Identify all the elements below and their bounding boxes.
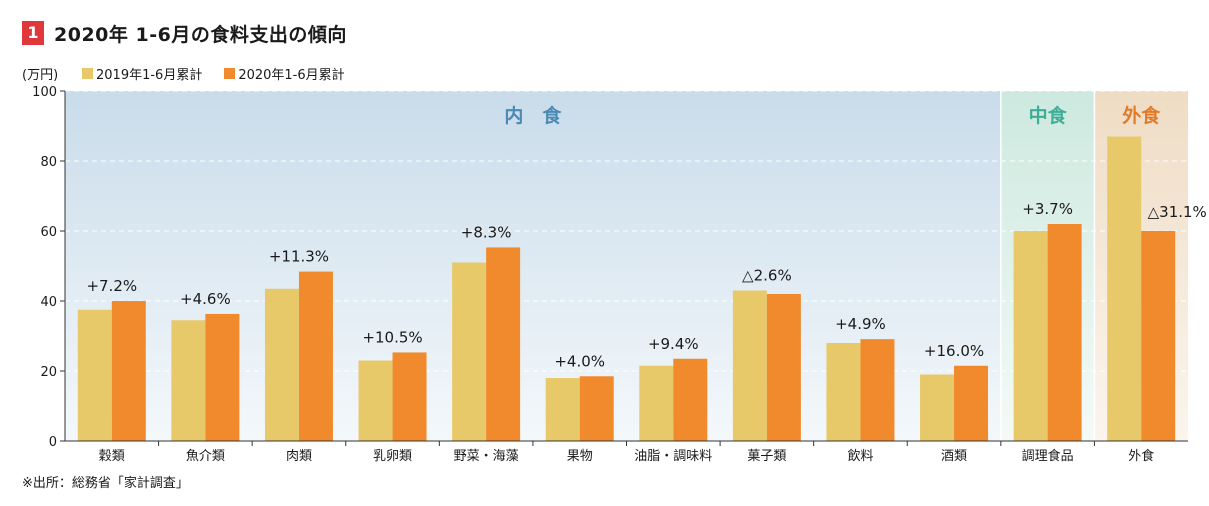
x-category-label: 乳卵類 (373, 449, 412, 464)
data-label: +4.0% (554, 352, 605, 370)
x-category-label: 菓子類 (747, 449, 786, 464)
chart-title: 1 2020年 1-6月の食料支出の傾向 (22, 20, 347, 46)
data-label: △31.1% (1148, 203, 1207, 221)
title-number-badge: 1 (22, 21, 44, 45)
y-tick-label: 0 (49, 435, 57, 450)
bar-2020-7 (766, 294, 801, 441)
y-tick-label: 80 (40, 155, 57, 170)
bar-2019-0 (77, 309, 112, 441)
bar-2019-11 (1107, 136, 1142, 441)
region-label-2: 外食 (1122, 104, 1161, 127)
data-label: +4.9% (835, 315, 886, 333)
data-label: +9.4% (648, 335, 699, 353)
region-label-1: 中食 (1029, 104, 1068, 127)
legend: 2019年1-6月累計 2020年1-6月累計 (82, 64, 367, 83)
bar-2019-10 (1013, 231, 1048, 441)
bar-2019-8 (826, 343, 861, 441)
data-label: +10.5% (362, 328, 422, 346)
x-category-label: 魚介類 (186, 449, 225, 464)
legend-swatch-2019 (82, 68, 93, 79)
x-category-label: 肉類 (286, 449, 312, 464)
data-label: +3.7% (1022, 200, 1073, 218)
bar-2019-9 (920, 374, 955, 441)
bar-2020-1 (205, 313, 240, 441)
x-category-label: 果物 (567, 449, 593, 464)
bar-2019-1 (171, 320, 206, 441)
bar-2020-0 (111, 301, 146, 441)
y-tick-label: 100 (32, 85, 57, 100)
bar-2020-2 (298, 271, 333, 441)
legend-item-2019: 2019年1-6月累計 (82, 64, 202, 83)
bar-2019-2 (264, 288, 299, 441)
source-note: ※出所：総務省「家計調査」 (22, 476, 189, 491)
x-category-label: 外食 (1128, 448, 1154, 464)
data-label: △2.6% (742, 267, 792, 285)
data-label: +7.2% (86, 277, 137, 295)
data-label: +8.3% (461, 223, 512, 241)
bar-2019-6 (639, 365, 674, 441)
bar-2019-4 (452, 262, 487, 441)
y-tick-label: 60 (40, 225, 57, 240)
legend-label-2019: 2019年1-6月累計 (96, 68, 203, 83)
region-label-0: 内 食 (504, 104, 562, 127)
bar-chart: 内 食中食 外食 020406080100穀類 魚介類 肉類 乳卵類 野菜・海藻 果物 油脂・… (32, 85, 1207, 464)
legend-item-2020: 2020年1-6月累計 (224, 64, 345, 83)
legend-label-2020: 2020年1-6月累計 (238, 68, 345, 83)
bar-2020-6 (673, 358, 708, 441)
data-label: +4.6% (180, 290, 231, 308)
x-category-label: 穀類 (99, 449, 125, 464)
bar-2020-10 (1047, 224, 1082, 441)
x-category-label: 油脂・調味料 (634, 449, 712, 464)
bar-2020-3 (392, 352, 427, 441)
bar-2019-5 (545, 378, 580, 441)
y-axis-unit: (万円) (22, 68, 59, 83)
bar-2019-3 (358, 360, 393, 441)
x-category-label: 野菜・海藻 (454, 449, 519, 464)
bar-2019-7 (732, 290, 767, 441)
title-text: 2020年 1-6月の食料支出の傾向 (54, 23, 347, 46)
bar-2020-5 (579, 376, 614, 441)
bar-2020-9 (954, 365, 989, 441)
data-label: +16.0% (924, 342, 984, 360)
x-category-label: 酒類 (941, 449, 967, 464)
y-tick-label: 20 (40, 365, 57, 380)
y-tick-label: 40 (40, 295, 57, 310)
x-category-label: 飲料 (847, 448, 873, 464)
data-label: +11.3% (269, 248, 329, 266)
bar-2020-11 (1141, 231, 1176, 441)
bar-2020-4 (486, 247, 521, 441)
bar-2020-8 (860, 339, 895, 441)
legend-swatch-2020 (224, 68, 236, 79)
x-category-label: 調理食品 (1022, 448, 1074, 464)
